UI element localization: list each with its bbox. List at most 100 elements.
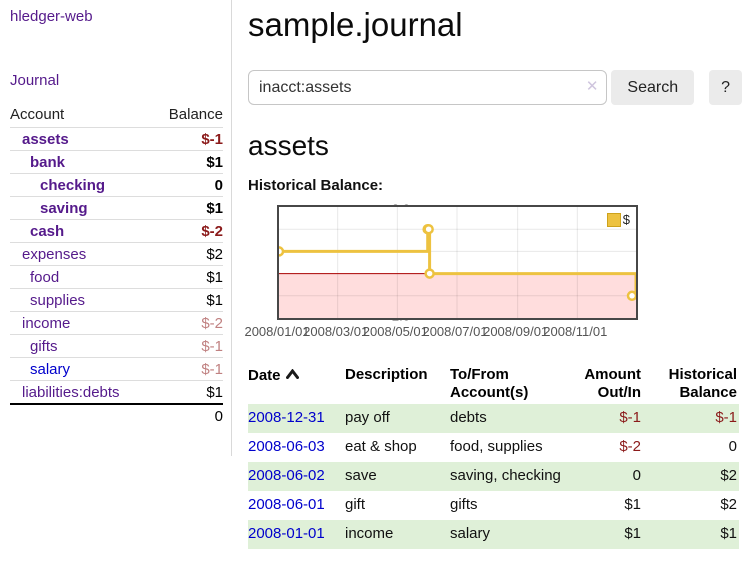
column-header-amount: Amount Out/In (584, 366, 641, 401)
transaction-balance: $2 (720, 496, 737, 513)
transaction-description: pay off (345, 409, 390, 426)
account-row: income $-2 (10, 311, 223, 334)
register-table: Date Description To/From Account(s) Amou… (248, 361, 739, 549)
search-input[interactable] (248, 70, 608, 105)
transaction-balance: $2 (720, 467, 737, 484)
account-link[interactable]: checking (40, 177, 106, 194)
account-row: food $1 (10, 265, 223, 288)
transaction-amount: $-2 (619, 438, 641, 455)
transaction-amount: $1 (624, 525, 641, 542)
transaction-amount: $1 (624, 496, 641, 513)
account-row: saving $1 (10, 196, 223, 219)
account-column-header: Account (10, 106, 65, 123)
chart-section-label: Historical Balance: (248, 177, 384, 194)
account-link[interactable]: bank (30, 154, 66, 171)
account-balance: $-1 (201, 131, 223, 148)
clear-search-icon[interactable]: ✕ (585, 78, 599, 95)
search-form: ✕ Search ? (248, 70, 742, 105)
account-balance: $1 (206, 269, 223, 286)
transaction-row: 2008-06-02 save saving, checking 0 $2 (248, 462, 739, 491)
accounts-table-header: Account Balance (10, 103, 223, 127)
transaction-date-link[interactable]: 2008-06-02 (248, 467, 325, 484)
transaction-date-link[interactable]: 2008-06-01 (248, 496, 325, 513)
x-axis-tick-label: 2008/09/01 (483, 324, 549, 339)
account-balance: $-1 (201, 338, 223, 355)
account-link[interactable]: salary (30, 361, 71, 378)
account-table-body: assets $-1 bank $1 checking 0 saving $1 cash $-2 e… (10, 127, 223, 403)
accounts-total-row: 0 (10, 403, 223, 427)
app-title-link[interactable]: hledger-web (10, 8, 93, 25)
x-axis-tick-label: 2008/01/01 (244, 324, 310, 339)
transaction-balance: 0 (728, 438, 737, 455)
account-row: expenses $2 (10, 242, 223, 265)
column-header-date[interactable]: Date (248, 361, 345, 404)
transaction-date-link[interactable]: 2008-01-01 (248, 525, 325, 542)
account-balance: $2 (206, 246, 223, 263)
column-header-description: Description (345, 366, 428, 383)
account-balance: $-2 (201, 223, 223, 240)
account-row: assets $-1 (10, 127, 223, 150)
account-row: gifts $-1 (10, 334, 223, 357)
account-row: checking 0 (10, 173, 223, 196)
account-row: supplies $1 (10, 288, 223, 311)
help-button[interactable]: ? (709, 70, 742, 105)
transaction-description: gift (345, 496, 366, 513)
account-balance: 0 (214, 177, 223, 194)
x-axis-tick-label: 2008/05/01 (362, 324, 428, 339)
register-table-header-row: Date Description To/From Account(s) Amou… (248, 361, 739, 404)
account-balance: $1 (206, 384, 223, 401)
column-header-balance: Historical Balance (668, 366, 737, 401)
column-header-tofrom: To/From Account(s) (450, 366, 529, 401)
transaction-balance: $-1 (715, 409, 737, 426)
account-balance: $1 (206, 154, 223, 171)
transaction-accounts: salary (450, 525, 491, 542)
transaction-date-link[interactable]: 2008-12-31 (248, 409, 325, 426)
account-balance: $-2 (201, 315, 223, 332)
transaction-date-link[interactable]: 2008-06-03 (248, 438, 325, 455)
chart-legend: $ (605, 212, 631, 227)
transaction-description: save (345, 467, 377, 484)
transaction-accounts: debts (450, 409, 487, 426)
accounts-table: Account Balance assets $-1 bank $1 checking 0… (10, 103, 223, 427)
historical-balance-chart: 3.02.01.00.0-1.0-2.0 $ 2008/01/012008/03… (244, 202, 742, 340)
sort-ascending-icon (285, 366, 299, 384)
account-heading: assets (248, 130, 329, 161)
account-link[interactable]: liabilities:debts (22, 384, 120, 401)
account-link[interactable]: gifts (30, 338, 58, 355)
transaction-row: 2008-06-03 eat & shop food, supplies $-2 0 (248, 433, 739, 462)
transaction-row: 2008-01-01 income salary $1 $1 (248, 520, 739, 549)
balance-column-header: Balance (168, 106, 223, 123)
page-title: sample.journal (248, 6, 463, 43)
main-content: sample.journal ✕ Search ? assets Histori… (233, 0, 742, 549)
legend-label: $ (622, 212, 630, 227)
sidebar-item-journal[interactable]: Journal (10, 72, 60, 89)
account-link[interactable]: expenses (22, 246, 87, 263)
account-row: cash $-2 (10, 219, 223, 242)
x-axis-tick-label: 2008/03/01 (303, 324, 369, 339)
account-balance: $1 (206, 200, 223, 217)
transaction-accounts: saving, checking (450, 467, 561, 484)
account-link[interactable]: assets (22, 131, 69, 148)
account-balance: $1 (206, 292, 223, 309)
transaction-amount: $-1 (619, 409, 641, 426)
account-link[interactable]: saving (40, 200, 88, 217)
x-axis-tick-label: 2008/11/01 (543, 324, 608, 339)
transaction-row: 2008-06-01 gift gifts $1 $2 (248, 491, 739, 520)
account-row: salary $-1 (10, 357, 223, 380)
account-link[interactable]: income (22, 315, 71, 332)
legend-swatch-icon (606, 212, 621, 227)
account-row: bank $1 (10, 150, 223, 173)
transaction-amount: 0 (632, 467, 641, 484)
chart-plot-area[interactable]: $ (277, 205, 638, 320)
transaction-balance: $1 (720, 525, 737, 542)
account-link[interactable]: cash (30, 223, 65, 240)
search-button[interactable]: Search (611, 70, 695, 105)
transaction-row: 2008-12-31 pay off debts $-1 $-1 (248, 404, 739, 433)
accounts-total-value: 0 (214, 408, 223, 425)
account-link[interactable]: food (30, 269, 60, 286)
transaction-accounts: food, supplies (450, 438, 543, 455)
account-balance: $-1 (201, 361, 223, 378)
account-row: liabilities:debts $1 (10, 380, 223, 403)
transaction-accounts: gifts (450, 496, 478, 513)
account-link[interactable]: supplies (30, 292, 86, 309)
